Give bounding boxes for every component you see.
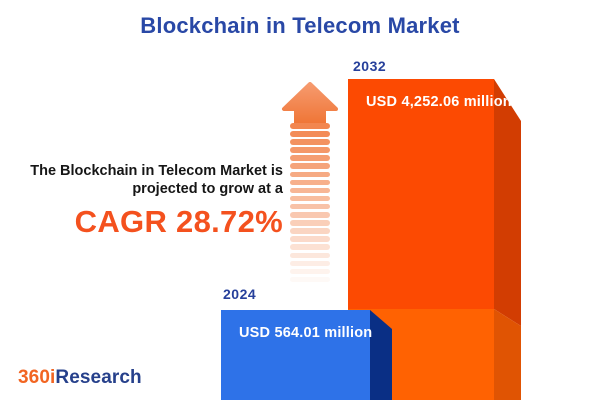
arrow-dash (290, 228, 330, 234)
arrow-dash (290, 236, 330, 242)
arrow-dash (290, 155, 330, 161)
arrow-dash (290, 195, 330, 202)
arrow-dash (290, 171, 330, 178)
arrow-dash (290, 147, 330, 153)
arrow-dash (290, 212, 330, 218)
bar-2024-value-label: USD 564.01 million (239, 325, 373, 341)
cagr-value: CAGR 28.72% (74, 204, 283, 239)
bar-2024-year-label: 2024 (223, 286, 257, 302)
growth-arrow (281, 82, 339, 288)
logo-360iresearch: 360iResearch (18, 367, 142, 389)
arrow-dash (290, 203, 330, 210)
arrow-dash (290, 268, 330, 275)
tagline-line1: The Blockchain in Telecom Market is (30, 163, 283, 179)
bar-2024-side (370, 310, 392, 400)
arrow-dash (290, 179, 330, 186)
logo-part-research: Research (55, 367, 142, 388)
arrow-dash (290, 139, 330, 145)
arrow-dash (290, 276, 330, 283)
arrow-dash (290, 252, 330, 258)
bar-2024-front (221, 310, 370, 400)
arrow-dash (290, 123, 330, 129)
tagline-block: The Blockchain in Telecom Market is proj… (0, 162, 283, 240)
bar-2032-front (348, 79, 494, 309)
arrow-dash (290, 244, 330, 250)
bar-2032-year-label: 2032 (353, 58, 387, 74)
arrow-dash (290, 187, 330, 194)
arrow-dash (290, 131, 330, 137)
bar-2032-side (494, 79, 521, 326)
tagline-line2: projected to grow at a (132, 181, 283, 197)
arrow-dash (290, 260, 330, 267)
page-title: Blockchain in Telecom Market (140, 13, 460, 38)
logo-part-360i: 360i (18, 367, 56, 388)
arrow-dash (290, 163, 330, 169)
bar-2032-value-label: USD 4,252.06 million (366, 94, 512, 110)
arrow-up-icon (282, 82, 338, 127)
bar-2032-side-overlap (494, 309, 521, 400)
arrow-dashes (290, 123, 330, 285)
arrow-dash (290, 220, 330, 226)
